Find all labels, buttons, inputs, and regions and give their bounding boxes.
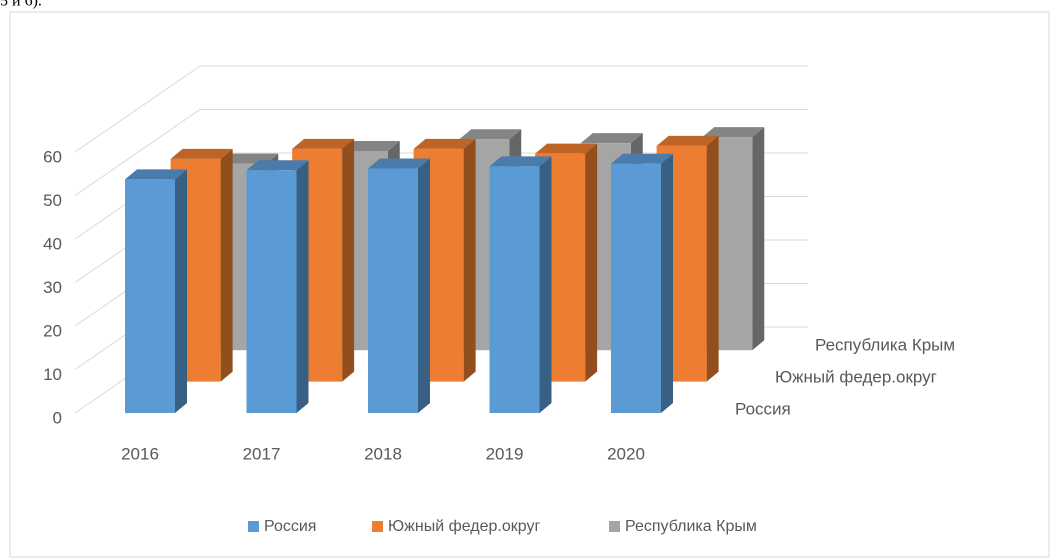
header-text: 5 и 6). <box>0 0 42 10</box>
bar-front <box>489 166 540 413</box>
y-tick-label: 40 <box>43 234 62 253</box>
bar-side <box>585 143 598 382</box>
bar-top <box>656 135 719 146</box>
bar-side <box>752 127 765 351</box>
bar <box>246 160 309 413</box>
x-tick-label: 2018 <box>364 444 402 463</box>
bar-top <box>246 160 309 171</box>
bar-top <box>459 129 522 140</box>
bar-top <box>535 143 598 154</box>
bar <box>125 169 187 413</box>
bar-side <box>418 158 430 413</box>
y-tick-label: 30 <box>43 278 62 297</box>
x-tick-label: 2020 <box>607 444 645 463</box>
series-axis-label: Республика Крым <box>815 335 955 354</box>
x-tick-label: 2016 <box>121 444 159 463</box>
legend-label: Россия <box>264 518 316 535</box>
bar-top <box>489 156 552 167</box>
legend-swatch <box>248 521 259 532</box>
bar-front <box>368 168 418 413</box>
bar-front <box>611 163 661 413</box>
bar-top <box>368 158 430 169</box>
bar <box>489 156 552 414</box>
bar-side <box>463 138 476 382</box>
bar-side <box>706 135 719 382</box>
x-tick-label: 2019 <box>486 444 524 463</box>
bar-front <box>125 179 175 413</box>
bar-top <box>611 153 673 164</box>
x-tick-label: 2017 <box>243 444 281 463</box>
bar-top <box>702 127 765 138</box>
legend-label: Республика Крым <box>625 518 757 535</box>
bar-top <box>170 148 233 159</box>
legend-label: Южный федер.округ <box>388 518 540 535</box>
bar-side <box>342 138 355 382</box>
bar-side <box>661 153 673 413</box>
legend-swatch <box>372 521 383 532</box>
series-axis-label: Южный федер.округ <box>775 367 937 386</box>
bar-side <box>539 156 552 414</box>
bar-top <box>580 133 643 144</box>
grid-line <box>74 65 201 153</box>
y-tick-label: 50 <box>43 191 62 210</box>
bar-top <box>125 169 187 180</box>
series-axis-label: Россия <box>735 399 791 418</box>
grid-line <box>74 109 201 196</box>
bar-side <box>296 160 309 413</box>
y-tick-label: 20 <box>43 321 62 340</box>
bar-side <box>220 148 233 382</box>
bar <box>611 153 673 413</box>
y-tick-label: 10 <box>43 365 62 384</box>
bar-top <box>292 138 355 149</box>
bar-top <box>413 138 476 149</box>
legend-swatch <box>609 521 620 532</box>
bar-front <box>246 170 297 413</box>
y-tick-label: 60 <box>43 147 62 166</box>
y-tick-label: 0 <box>53 408 62 427</box>
bar-side <box>175 169 187 413</box>
bar <box>368 158 430 413</box>
